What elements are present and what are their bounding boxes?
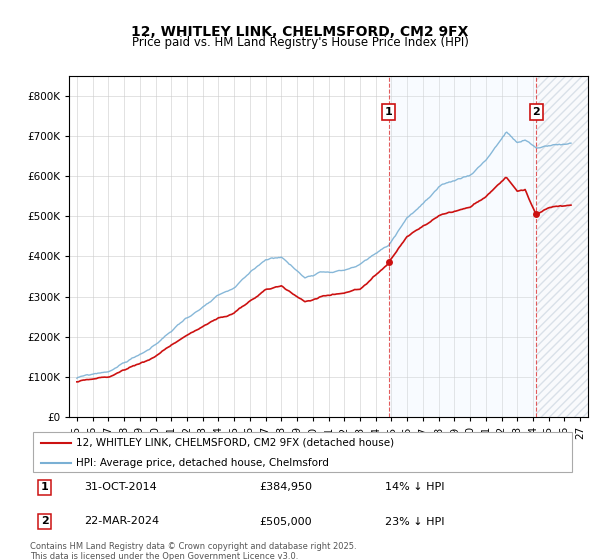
- Bar: [536, 76, 588, 417]
- Text: 22-MAR-2024: 22-MAR-2024: [85, 516, 160, 526]
- Bar: [536, 76, 588, 417]
- Text: Price paid vs. HM Land Registry's House Price Index (HPI): Price paid vs. HM Land Registry's House …: [131, 36, 469, 49]
- Text: HPI: Average price, detached house, Chelmsford: HPI: Average price, detached house, Chel…: [76, 458, 329, 468]
- Text: 1: 1: [41, 482, 49, 492]
- Text: £384,950: £384,950: [259, 482, 313, 492]
- Text: 12, WHITLEY LINK, CHELMSFORD, CM2 9FX (detached house): 12, WHITLEY LINK, CHELMSFORD, CM2 9FX (d…: [76, 438, 395, 448]
- Text: 12, WHITLEY LINK, CHELMSFORD, CM2 9FX: 12, WHITLEY LINK, CHELMSFORD, CM2 9FX: [131, 25, 469, 39]
- Text: 31-OCT-2014: 31-OCT-2014: [85, 482, 157, 492]
- Text: 2: 2: [41, 516, 49, 526]
- Bar: [536, 76, 588, 417]
- Text: 1: 1: [385, 107, 392, 117]
- Text: Contains HM Land Registry data © Crown copyright and database right 2025.
This d: Contains HM Land Registry data © Crown c…: [30, 542, 356, 560]
- Text: 2: 2: [533, 107, 540, 117]
- Text: £505,000: £505,000: [259, 516, 312, 526]
- FancyBboxPatch shape: [33, 432, 572, 472]
- Bar: [389, 76, 536, 417]
- Text: 23% ↓ HPI: 23% ↓ HPI: [385, 516, 445, 526]
- Text: 14% ↓ HPI: 14% ↓ HPI: [385, 482, 445, 492]
